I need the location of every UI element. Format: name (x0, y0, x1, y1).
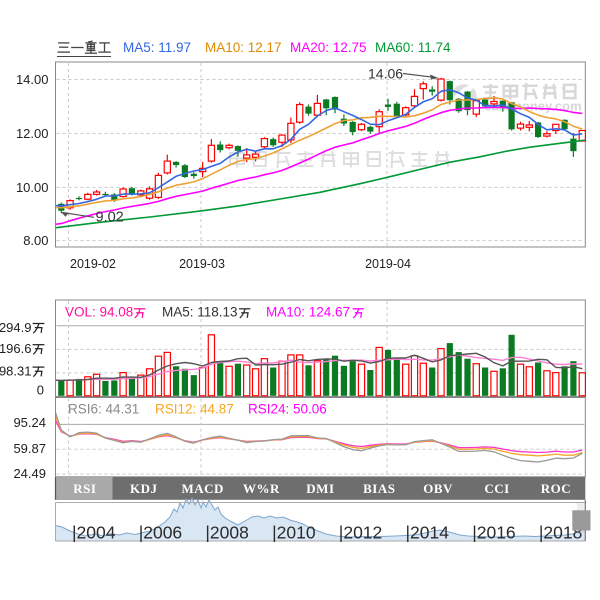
svg-text:14.00: 14.00 (16, 72, 49, 87)
svg-text:ROC: ROC (541, 481, 571, 496)
svg-text:MA5: 118.13: MA5: 118.13 (162, 305, 238, 320)
svg-text:MA10: 124.67: MA10: 124.67 (266, 305, 350, 320)
svg-text:12.00: 12.00 (16, 126, 49, 141)
svg-text:VOL: 94.08: VOL: 94.08 (65, 305, 133, 320)
svg-text:MA10: 12.17: MA10: 12.17 (205, 40, 282, 55)
svg-text:0: 0 (37, 383, 44, 398)
svg-text:MA5: 11.97: MA5: 11.97 (123, 40, 191, 55)
svg-text:2019-02: 2019-02 (70, 257, 116, 271)
svg-text:14.06: 14.06 (368, 66, 403, 82)
svg-text:2019-04: 2019-04 (365, 257, 411, 271)
svg-text:RSI6: 44.31: RSI6: 44.31 (68, 402, 139, 417)
svg-text:|2014: |2014 (406, 523, 450, 543)
svg-text:294.9: 294.9 (0, 320, 32, 335)
svg-text:|2010: |2010 (272, 523, 316, 543)
svg-text:10.00: 10.00 (16, 180, 49, 195)
svg-text:|2006: |2006 (139, 523, 182, 543)
svg-text:|2018: |2018 (539, 523, 582, 543)
svg-text:BIAS: BIAS (363, 481, 395, 496)
svg-text:59.87: 59.87 (13, 441, 46, 456)
svg-text:W%R: W%R (243, 481, 280, 496)
svg-text:DMI: DMI (306, 481, 334, 496)
svg-text:|2016: |2016 (472, 523, 515, 543)
svg-text:RSI: RSI (73, 481, 96, 496)
svg-text:95.24: 95.24 (13, 415, 46, 430)
svg-text:KDJ: KDJ (130, 481, 158, 496)
svg-text:8.00: 8.00 (23, 233, 48, 248)
svg-text:98.31: 98.31 (0, 363, 32, 378)
svg-text:CCI: CCI (484, 481, 509, 496)
svg-text:MA60: 11.74: MA60: 11.74 (375, 40, 451, 55)
svg-text:|2012: |2012 (339, 523, 382, 543)
svg-text:MACD: MACD (181, 481, 223, 496)
svg-text:OBV: OBV (423, 481, 453, 496)
svg-text:9.02: 9.02 (96, 210, 124, 226)
svg-text:196.6: 196.6 (0, 341, 32, 356)
svg-text:RSI24: 50.06: RSI24: 50.06 (248, 402, 327, 417)
svg-text:|2008: |2008 (205, 523, 248, 543)
svg-text:24.49: 24.49 (13, 466, 46, 481)
svg-text:2019-03: 2019-03 (179, 257, 225, 271)
svg-text:RSI12: 44.87: RSI12: 44.87 (155, 402, 234, 417)
svg-text:MA20: 12.75: MA20: 12.75 (290, 40, 367, 55)
svg-text:|2004: |2004 (72, 523, 116, 543)
